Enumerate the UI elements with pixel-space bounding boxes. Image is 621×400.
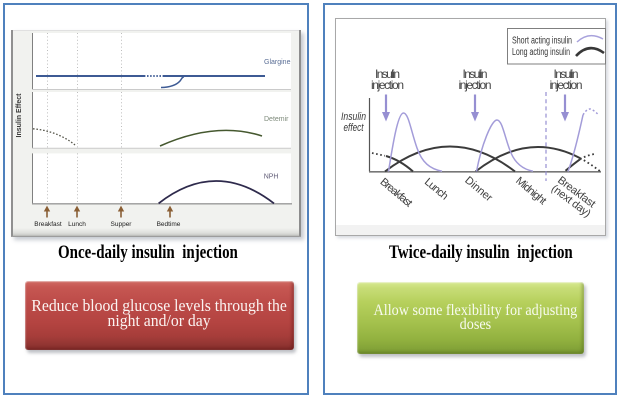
svg-text:Breakfast: Breakfast [34,221,62,228]
svg-text:Long acting insulin: Long acting insulin [512,47,570,58]
svg-text:Lunch: Lunch [68,221,86,228]
svg-text:Glargine: Glargine [264,59,291,66]
svg-text:Insulin: Insulin [341,111,366,123]
svg-text:injection: injection [550,78,583,92]
svg-text:Insulin: Insulin [554,67,579,81]
svg-text:Detemir: Detemir [264,116,289,123]
svg-text:Short acting insulin: Short acting insulin [512,36,572,47]
svg-text:Insulin: Insulin [463,67,488,81]
svg-text:Bedtime: Bedtime [157,221,181,228]
svg-text:Supper: Supper [111,221,133,228]
svg-text:Insulin Effect: Insulin Effect [16,93,23,138]
svg-text:Insulin: Insulin [375,67,400,81]
svg-text:injection: injection [459,78,492,92]
svg-text:NPH: NPH [264,174,279,181]
svg-text:effect: effect [344,122,365,134]
svg-text:injection: injection [371,78,404,92]
